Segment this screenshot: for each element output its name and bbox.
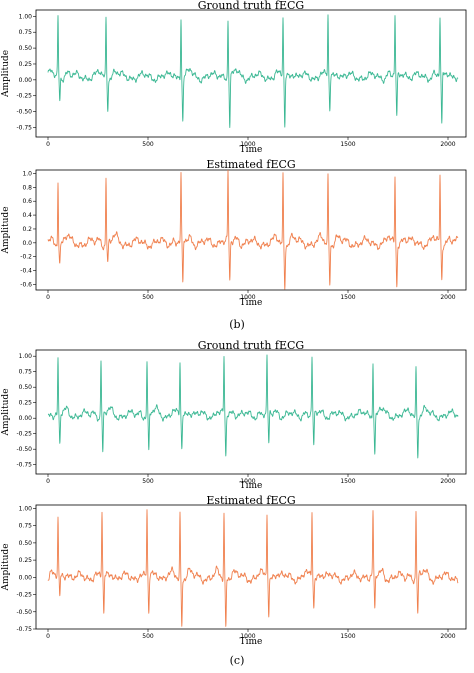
y-tick-label: 0.75 bbox=[19, 29, 33, 36]
y-tick-label: 0.50 bbox=[19, 45, 33, 52]
y-tick-label: 0.25 bbox=[19, 557, 33, 564]
y-tick-label: 1.00 bbox=[19, 13, 33, 20]
y-tick-label: 0.50 bbox=[19, 540, 33, 547]
y-tick-label: -0.50 bbox=[16, 609, 32, 616]
y-axis-label: Amplitude bbox=[1, 206, 11, 254]
y-tick-label: -0.75 bbox=[16, 626, 32, 633]
y-tick-label: 0.75 bbox=[19, 369, 33, 376]
x-tick-label: 1500 bbox=[340, 141, 355, 148]
y-axis-label: Amplitude bbox=[1, 50, 11, 98]
x-tick-label: 500 bbox=[142, 633, 154, 640]
series-line bbox=[47, 354, 459, 459]
plot-frame bbox=[35, 504, 467, 630]
x-tick-label: 1000 bbox=[240, 294, 255, 301]
x-tick-label: 2000 bbox=[440, 478, 455, 485]
y-tick-label: 0.6 bbox=[22, 198, 32, 205]
x-axis-label: Time bbox=[240, 637, 263, 647]
y-axis-label: Amplitude bbox=[1, 543, 11, 591]
y-tick-label: 0.2 bbox=[22, 226, 32, 233]
y-tick-label: -0.25 bbox=[16, 592, 32, 599]
figure-caption: (b) bbox=[229, 318, 245, 331]
x-tick-label: 1000 bbox=[240, 478, 255, 485]
x-tick-label: 0 bbox=[46, 478, 50, 485]
chart-panel-3: Ground truth fECG 0 500 1000 1500 2000 -0.75 -0… bbox=[1, 339, 467, 491]
y-tick-label: 1.00 bbox=[19, 353, 33, 360]
x-axis-label: Time bbox=[240, 481, 263, 491]
y-tick-label: 0.4 bbox=[22, 212, 32, 219]
x-tick-label: 0 bbox=[46, 294, 50, 301]
y-tick-label: -0.4 bbox=[20, 268, 32, 275]
x-tick-label: 1500 bbox=[340, 633, 355, 640]
x-tick-label: 500 bbox=[142, 478, 154, 485]
chart-panel-2: Estimated fECG 0 500 1000 1500 2000 -0.6 -0.4 -0… bbox=[1, 158, 467, 308]
y-tick-label: -0.75 bbox=[16, 462, 32, 469]
y-tick-label: 0.25 bbox=[19, 61, 33, 68]
chart-panel-4: Estimated fECG 0 500 1000 1500 2000 -0.75 -0.50… bbox=[1, 494, 467, 647]
y-tick-label: -0.50 bbox=[16, 446, 32, 453]
x-axis-label: Time bbox=[240, 298, 263, 308]
x-tick-label: 1000 bbox=[240, 141, 255, 148]
y-tick-label: -0.25 bbox=[16, 93, 32, 100]
y-axis-label: Amplitude bbox=[1, 388, 11, 436]
x-tick-label: 2000 bbox=[440, 633, 455, 640]
y-tick-label: 0.50 bbox=[19, 384, 33, 391]
chart-title: Ground truth fECG bbox=[198, 339, 304, 352]
plot-frame bbox=[35, 169, 467, 291]
y-tick-label: 0.00 bbox=[19, 574, 33, 581]
y-tick-label: 0.0 bbox=[22, 240, 32, 247]
chart-title: Estimated fECG bbox=[206, 494, 295, 507]
y-tick-label: -0.6 bbox=[20, 281, 32, 288]
chart-title: Ground truth fECG bbox=[198, 0, 304, 12]
x-tick-label: 0 bbox=[46, 633, 50, 640]
x-tick-label: 500 bbox=[142, 294, 154, 301]
series-line bbox=[47, 14, 459, 128]
y-tick-label: 0.25 bbox=[19, 400, 33, 407]
x-tick-label: 2000 bbox=[440, 294, 455, 301]
x-axis-label: Time bbox=[240, 145, 263, 155]
y-tick-label: 1.0 bbox=[22, 170, 32, 177]
figure-caption: (c) bbox=[230, 654, 245, 667]
x-tick-label: 1500 bbox=[340, 294, 355, 301]
plot-frame bbox=[35, 349, 467, 475]
y-tick-label: 0.8 bbox=[22, 184, 32, 191]
y-tick-label: -0.75 bbox=[16, 124, 32, 131]
y-tick-label: 0.00 bbox=[19, 77, 33, 84]
y-tick-label: -0.25 bbox=[16, 431, 32, 438]
y-tick-label: 0.75 bbox=[19, 523, 33, 530]
x-tick-label: 1500 bbox=[340, 478, 355, 485]
x-tick-label: 0 bbox=[46, 141, 50, 148]
chart-panel-1: Ground truth fECG 0 500 1000 1500 2000 -0.75 -0… bbox=[1, 0, 467, 155]
x-tick-label: 500 bbox=[142, 141, 154, 148]
y-tick-label: -0.2 bbox=[20, 254, 32, 261]
plot-frame bbox=[35, 9, 467, 138]
y-tick-label: 0.00 bbox=[19, 415, 33, 422]
y-tick-label: -0.50 bbox=[16, 109, 32, 116]
chart-title: Estimated fECG bbox=[206, 158, 295, 171]
series-line bbox=[47, 169, 459, 290]
x-tick-label: 1000 bbox=[240, 633, 255, 640]
y-tick-label: 1.00 bbox=[19, 505, 33, 512]
series-line bbox=[47, 509, 459, 627]
x-tick-label: 2000 bbox=[440, 141, 455, 148]
